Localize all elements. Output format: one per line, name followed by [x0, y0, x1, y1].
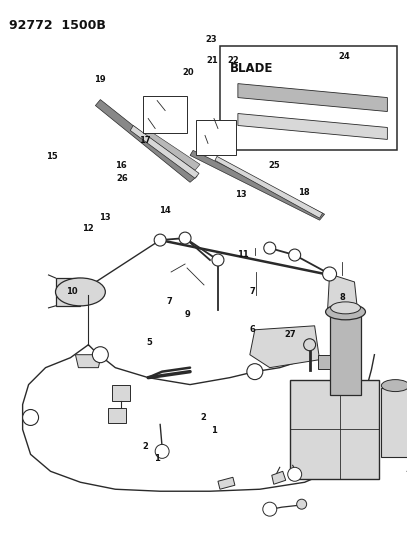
Bar — [330, 315, 361, 394]
Bar — [143, 95, 187, 133]
Ellipse shape — [330, 302, 360, 314]
Polygon shape — [143, 128, 200, 171]
Polygon shape — [218, 477, 235, 489]
Circle shape — [323, 267, 337, 281]
Ellipse shape — [55, 278, 105, 306]
Text: 13: 13 — [235, 190, 246, 199]
Bar — [317, 354, 330, 369]
Polygon shape — [238, 114, 387, 140]
Text: 5: 5 — [146, 338, 152, 347]
Bar — [220, 46, 397, 150]
Text: 1: 1 — [154, 454, 160, 463]
Bar — [290, 379, 379, 479]
Text: 92772  1500B: 92772 1500B — [9, 19, 106, 32]
Text: 2: 2 — [142, 441, 148, 450]
Text: 8: 8 — [339, 293, 345, 302]
Polygon shape — [190, 150, 325, 220]
Circle shape — [179, 232, 191, 244]
Text: 19: 19 — [95, 75, 106, 84]
Bar — [196, 120, 236, 156]
Polygon shape — [95, 100, 197, 182]
Text: 6: 6 — [250, 325, 256, 334]
Bar — [381, 387, 408, 457]
Text: 12: 12 — [82, 224, 94, 233]
Polygon shape — [215, 156, 323, 218]
Text: 20: 20 — [183, 68, 194, 77]
Text: 21: 21 — [206, 56, 218, 65]
Circle shape — [247, 364, 263, 379]
Text: 2: 2 — [200, 414, 206, 422]
Text: 11: 11 — [237, 251, 248, 260]
Polygon shape — [328, 274, 357, 318]
Text: 23: 23 — [206, 35, 217, 44]
Text: 7: 7 — [166, 297, 172, 306]
Text: 26: 26 — [116, 174, 128, 183]
Polygon shape — [130, 125, 199, 179]
Circle shape — [304, 339, 316, 351]
Circle shape — [264, 242, 276, 254]
Polygon shape — [272, 471, 286, 484]
Text: 1: 1 — [211, 426, 217, 434]
Circle shape — [297, 499, 307, 509]
Bar — [109, 408, 126, 423]
Circle shape — [263, 502, 277, 516]
Text: 9: 9 — [185, 310, 191, 319]
Circle shape — [212, 254, 224, 266]
Ellipse shape — [326, 304, 366, 320]
Text: 27: 27 — [284, 330, 296, 339]
Circle shape — [288, 467, 302, 481]
Circle shape — [154, 234, 166, 246]
Text: 18: 18 — [298, 188, 309, 197]
Polygon shape — [250, 326, 319, 368]
Circle shape — [155, 445, 169, 458]
Text: 10: 10 — [66, 287, 78, 296]
Ellipse shape — [381, 379, 408, 392]
Text: 7: 7 — [250, 287, 256, 296]
Circle shape — [22, 409, 39, 425]
Polygon shape — [75, 354, 101, 368]
Bar — [112, 385, 130, 400]
Text: 17: 17 — [139, 136, 151, 145]
Circle shape — [289, 249, 301, 261]
Text: 22: 22 — [227, 56, 239, 65]
Text: BLADE: BLADE — [230, 62, 273, 75]
Text: 16: 16 — [115, 161, 126, 170]
Text: 13: 13 — [99, 213, 110, 222]
Bar — [55, 278, 80, 306]
Text: 15: 15 — [46, 152, 58, 161]
Text: 25: 25 — [268, 161, 280, 170]
Polygon shape — [238, 84, 387, 111]
Text: 24: 24 — [338, 52, 350, 61]
Circle shape — [92, 347, 109, 362]
Text: 14: 14 — [160, 206, 171, 215]
